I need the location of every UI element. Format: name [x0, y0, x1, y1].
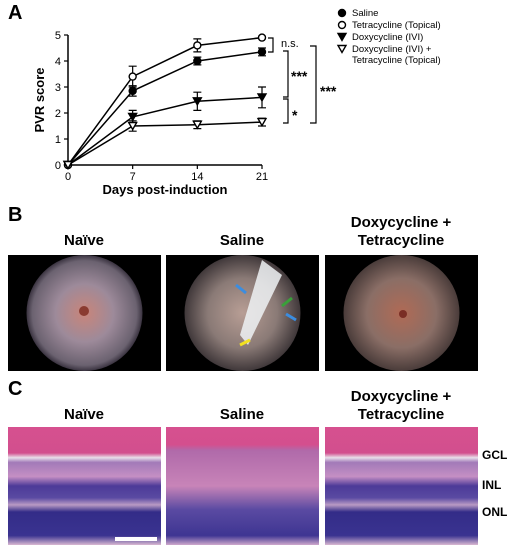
- significance-brackets: [268, 37, 317, 124]
- image-label: Naïve: [63, 406, 105, 423]
- marker: [192, 120, 203, 130]
- legend-entry: Doxycycline (IVI): [352, 32, 424, 43]
- panel-label: B: [8, 204, 23, 226]
- series-line: [67, 121, 263, 166]
- marker: [127, 121, 138, 131]
- layer-label: INL: [482, 478, 502, 492]
- marker: [256, 93, 268, 103]
- layer-label: ONL: [482, 505, 508, 519]
- x-tick-label: 0: [65, 171, 71, 183]
- annotation: n.s.: [281, 38, 299, 50]
- marker: [128, 86, 137, 96]
- marker: [257, 33, 267, 42]
- image-label: Doxycycline + Tetracycline: [350, 388, 452, 423]
- marker: [192, 97, 203, 107]
- layer-label: GCL: [482, 448, 508, 462]
- series-line: [67, 36, 263, 166]
- annotation: ***: [291, 68, 308, 84]
- image-label: Saline: [219, 232, 265, 249]
- legend-marker: [337, 20, 347, 30]
- annotation: ***: [320, 83, 337, 99]
- panel-label: C: [8, 378, 23, 400]
- y-tick-label: 4: [55, 56, 61, 68]
- marker: [62, 160, 74, 170]
- marker: [256, 117, 268, 128]
- image-label: Saline: [219, 406, 265, 423]
- y-tick-label: 3: [55, 82, 61, 94]
- image-label: Doxycycline + Tetracycline: [350, 214, 452, 249]
- marker: [128, 72, 137, 81]
- x-tick-label: 21: [256, 171, 268, 183]
- y-tick-label: 0: [55, 160, 61, 172]
- marker: [257, 47, 267, 57]
- y-tick-label: 5: [55, 30, 61, 42]
- marker: [127, 112, 138, 122]
- y-axis-label: PVR score: [32, 67, 47, 132]
- series-line: [67, 51, 263, 166]
- legend-entry: Saline: [352, 8, 379, 19]
- panel-label: A: [8, 2, 23, 24]
- marker: [193, 41, 202, 50]
- annotation: *: [292, 107, 298, 123]
- histology-images: [8, 427, 478, 545]
- x-tick-label: 7: [130, 171, 136, 183]
- x-tick-label: 14: [191, 171, 203, 183]
- legend-marker: [336, 32, 348, 42]
- x-axis-label: Days post-induction: [103, 182, 228, 197]
- legend-entry: Tetracycline (Topical): [352, 20, 441, 31]
- legend-marker: [337, 8, 347, 18]
- series-line: [67, 96, 263, 166]
- fundus-images: [8, 255, 478, 371]
- legend-entry: Doxycycline (IVI) + Tetracycline (Topica…: [352, 44, 441, 66]
- image-label: Naïve: [63, 232, 105, 249]
- marker: [193, 56, 202, 66]
- y-tick-label: 1: [55, 134, 61, 146]
- y-tick-label: 2: [55, 108, 61, 120]
- legend-marker: [336, 44, 348, 54]
